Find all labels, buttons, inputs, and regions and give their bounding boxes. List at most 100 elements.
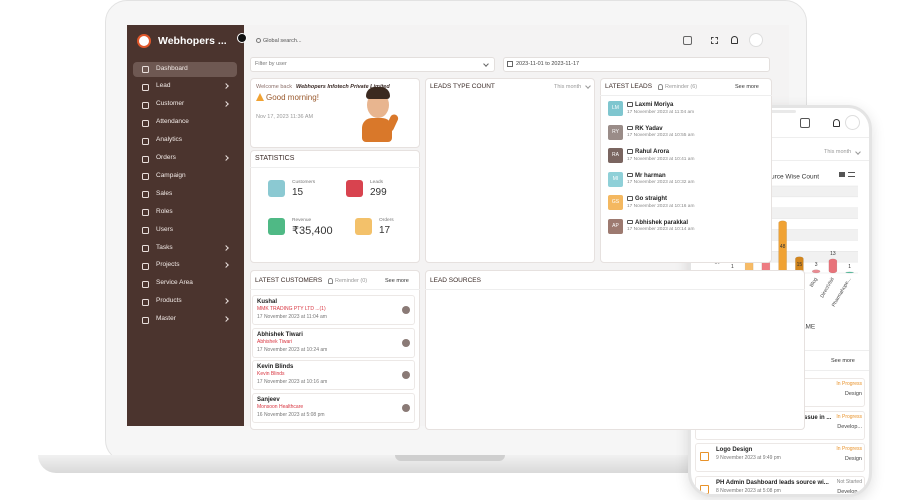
leads-type-card <box>425 78 595 263</box>
reminder-button[interactable]: Reminder (6) <box>665 83 698 90</box>
value-label: 15 <box>797 262 803 268</box>
grid-band <box>724 229 858 241</box>
nav-item[interactable]: Sales <box>156 189 173 197</box>
lead-name[interactable]: Rahul Arora <box>635 149 670 155</box>
nav-item[interactable]: Tasks <box>156 243 173 251</box>
nav-item[interactable]: Attendance <box>156 118 189 126</box>
task-row[interactable] <box>695 475 865 494</box>
customer-company: Monsoon Healthcare <box>257 403 304 410</box>
stat-label: Leads <box>370 180 384 185</box>
task-status: In Progress <box>836 446 862 452</box>
nav-icon <box>142 245 149 252</box>
divider <box>250 167 420 168</box>
see-more-link[interactable]: See more <box>385 277 409 284</box>
mail-icon <box>627 125 633 130</box>
add-button[interactable] <box>683 36 692 45</box>
lead-name[interactable]: Mr harman <box>635 172 666 179</box>
calendar-icon <box>507 61 513 67</box>
lead-name[interactable]: Abhishek parakkal <box>635 219 689 226</box>
customer-action[interactable] <box>402 306 410 314</box>
customer-name: Abhishek Tiwari <box>257 331 303 338</box>
lead-sources-title: LEAD SOURCES <box>430 277 481 284</box>
nav-item[interactable]: Roles <box>156 207 173 215</box>
search-icon <box>256 38 261 43</box>
nav-icon <box>142 83 149 91</box>
brand-name: Webhopers ... <box>158 35 227 47</box>
nav-icon <box>142 316 149 324</box>
stat-icon <box>268 218 285 235</box>
customer-action[interactable] <box>402 371 410 379</box>
stat-value: 299 <box>370 187 387 198</box>
lead-date: 17 November 2023 at 10:16 am <box>627 203 695 209</box>
see-more-link[interactable]: See more <box>831 357 855 364</box>
lead-sources-card <box>425 270 805 430</box>
nav-icon <box>142 191 149 199</box>
laptop-notch <box>395 455 505 461</box>
latest-leads-title: LATEST LEADS <box>605 83 653 90</box>
nav-item[interactable]: Lead <box>156 82 171 90</box>
task-date: 8 November 2023 at 5:08 pm <box>716 487 781 494</box>
nav-item[interactable]: Products <box>156 297 182 305</box>
nav-item[interactable]: Master <box>156 315 176 323</box>
welcome-message: Good morning! <box>266 93 319 102</box>
task-status: In Progress <box>836 413 862 420</box>
nav-item[interactable]: Customer <box>156 100 185 108</box>
lead-name[interactable]: Laxmi Moriya <box>635 102 674 108</box>
mail-icon <box>627 172 633 177</box>
statistics-card <box>250 150 420 263</box>
task-title: PH Admin Dashboard leads source wi... <box>716 479 829 486</box>
search-input[interactable]: Global search... <box>263 37 302 44</box>
customer-row[interactable] <box>252 392 415 423</box>
task-category: Design <box>844 391 862 397</box>
task-icon <box>700 484 709 494</box>
filter-select[interactable] <box>250 57 495 72</box>
nav-item[interactable]: Dashboard <box>156 64 188 72</box>
lead-name[interactable]: RK Yadav <box>635 125 663 132</box>
nav-item[interactable]: Projects <box>156 261 180 269</box>
mail-icon <box>627 102 633 107</box>
nav-icon <box>142 137 149 145</box>
reminder-button[interactable]: Reminder (0) <box>335 277 368 284</box>
customer-company: MMK TRADING PTY LTD ...(1) <box>257 306 326 312</box>
stat-icon <box>268 180 285 197</box>
customer-action[interactable] <box>402 338 410 347</box>
collapse-button[interactable] <box>237 33 247 43</box>
nav-item[interactable]: Users <box>156 225 173 233</box>
customer-date: 17 November 2023 at 11:04 am <box>257 314 327 320</box>
customer-row[interactable] <box>252 327 415 358</box>
divider <box>691 137 869 138</box>
value-label: 48 <box>780 244 786 250</box>
date-range[interactable] <box>503 57 770 72</box>
add-button[interactable] <box>800 118 810 128</box>
nav-item[interactable]: Analytics <box>156 136 183 144</box>
bell-icon <box>833 119 840 127</box>
see-more-link[interactable]: See more <box>735 83 759 90</box>
user-avatar[interactable] <box>845 115 860 130</box>
party-icon <box>256 93 264 101</box>
stat-label: Orders <box>379 218 394 223</box>
nav-item[interactable]: Service Area <box>156 279 193 287</box>
customer-date: 17 November 2023 at 10:16 am <box>257 379 328 385</box>
bell-icon <box>731 36 738 44</box>
nav-icon <box>142 119 149 127</box>
filter-select[interactable]: This month <box>824 148 852 155</box>
home-icon <box>839 172 845 177</box>
user-avatar[interactable] <box>749 33 763 47</box>
leads-type-filter[interactable]: This month <box>554 83 582 90</box>
customer-row[interactable] <box>252 295 415 325</box>
mascot-hair <box>366 87 390 99</box>
lead-avatar: AP <box>608 218 623 234</box>
nav-icon <box>142 101 149 109</box>
nav-item[interactable]: Campaign <box>156 171 186 179</box>
task-category: Develop... <box>837 423 862 430</box>
customer-row[interactable] <box>252 360 415 390</box>
phone-speaker <box>760 110 796 113</box>
lead-name[interactable]: Go straight <box>635 196 668 202</box>
stat-label: Customers <box>292 180 316 185</box>
task-row[interactable] <box>695 443 865 472</box>
customer-action[interactable] <box>402 403 410 412</box>
nav-item[interactable]: Orders <box>156 154 176 161</box>
divider <box>600 95 772 96</box>
x-tick-label: DirectVisit <box>819 276 836 299</box>
nav-icon <box>142 298 149 306</box>
